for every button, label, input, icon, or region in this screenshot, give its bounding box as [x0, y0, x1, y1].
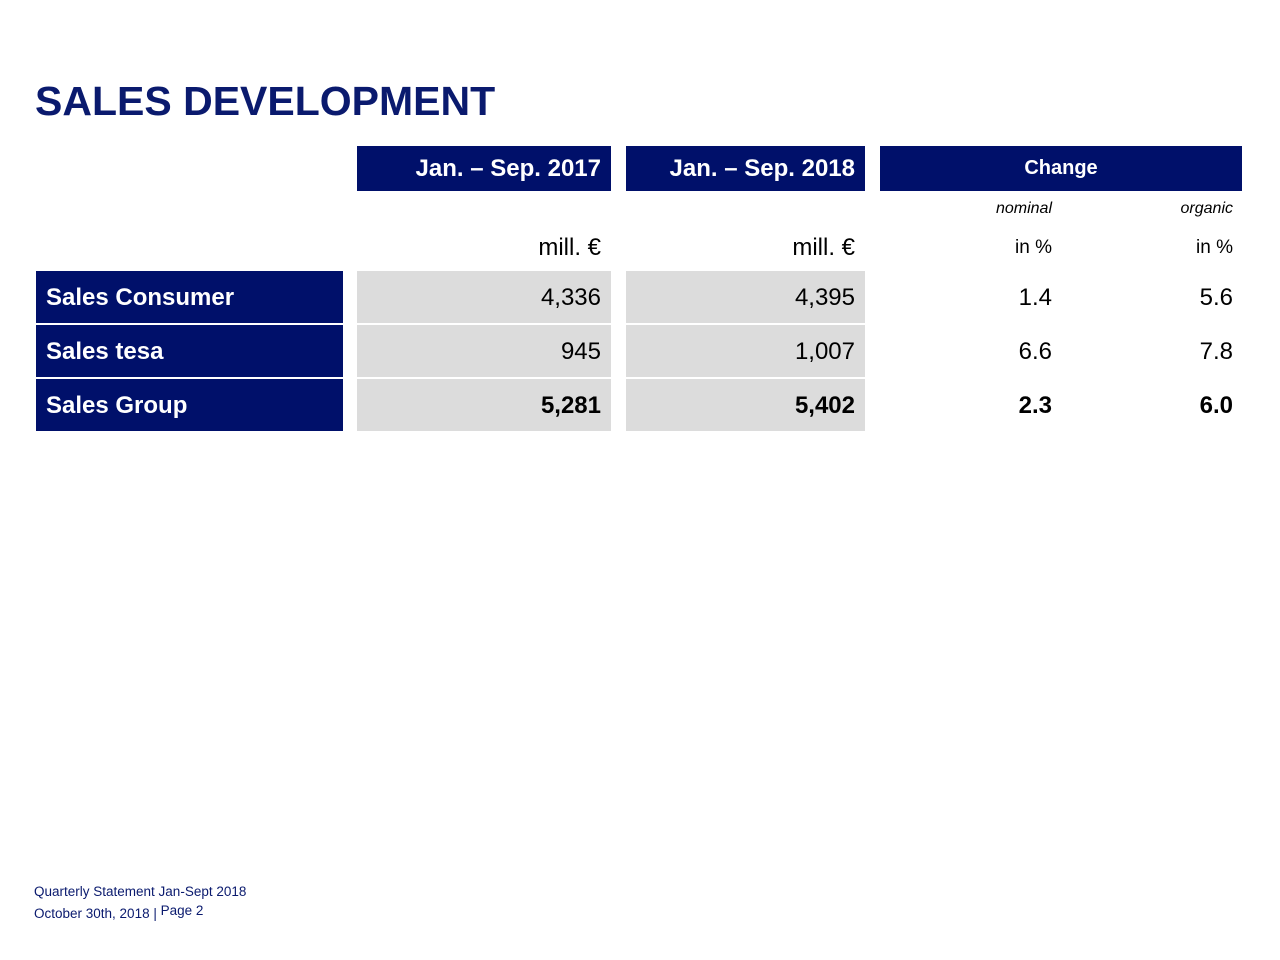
header-jan-sep-2018: Jan. – Sep. 2018 — [626, 146, 865, 191]
change-organic: 6.0 — [1199, 392, 1233, 419]
value-2017: 945 — [357, 325, 611, 377]
row-label: Sales tesa — [36, 325, 343, 377]
page-title: SALES DEVELOPMENT — [35, 78, 496, 124]
footer-date-line: October 30th, 2018 | Page 2 — [34, 903, 204, 922]
unit-col1: mill. € — [538, 234, 601, 261]
change-organic: 5.6 — [1199, 284, 1233, 311]
change-nominal: 2.3 — [1018, 392, 1052, 419]
unit-col2: mill. € — [792, 234, 855, 261]
unit-organic: in % — [1196, 237, 1233, 258]
value-2018: 4,395 — [626, 271, 865, 323]
subheader-organic: organic — [1180, 200, 1233, 217]
change-nominal: 1.4 — [1018, 284, 1052, 311]
value-2017: 4,336 — [357, 271, 611, 323]
row-label: Sales Group — [36, 379, 343, 431]
header-jan-sep-2017: Jan. – Sep. 2017 — [357, 146, 611, 191]
footer-date: October 30th, 2018 — [34, 906, 150, 921]
change-organic: 7.8 — [1199, 338, 1233, 365]
row-label: Sales Consumer — [36, 271, 343, 323]
unit-nominal: in % — [1015, 237, 1052, 258]
footer-page-number: Page 2 — [160, 903, 204, 918]
value-2018: 1,007 — [626, 325, 865, 377]
value-2017: 5,281 — [357, 379, 611, 431]
change-nominal: 6.6 — [1018, 338, 1052, 365]
header-change: Change — [880, 146, 1242, 191]
subheader-nominal: nominal — [995, 200, 1052, 217]
footer-separator: | — [153, 906, 157, 921]
value-2018: 5,402 — [626, 379, 865, 431]
footer-report-title: Quarterly Statement Jan-Sept 2018 — [34, 884, 247, 899]
